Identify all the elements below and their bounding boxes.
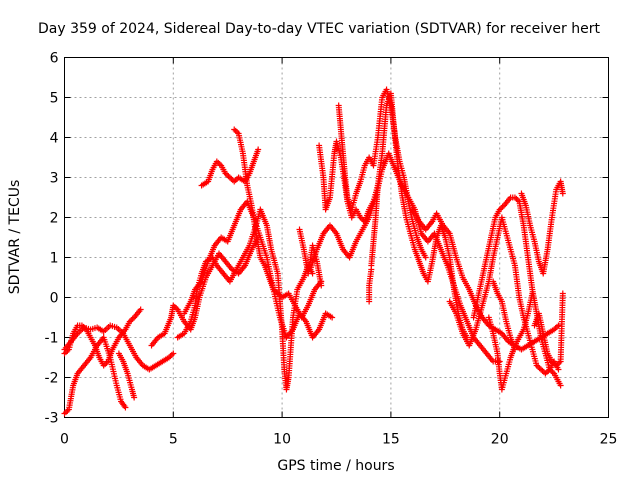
series-sdtvar [61,86,566,417]
data-point [559,290,566,297]
y-tick-label: 2 [50,211,59,227]
data-point [555,322,562,329]
data-point [131,394,138,401]
data-point [374,182,381,189]
data-point [318,282,325,289]
data-point [555,366,562,373]
tick-labels: 0 5 10 15 20 25 -3 -2 -1 0 1 2 3 4 5 6 [45,51,618,448]
data-point [255,146,262,153]
y-tick-label: 4 [50,131,59,147]
y-tick-label: 6 [50,51,59,67]
plot-frame [64,57,609,418]
trace-13 [368,182,381,269]
trace-19 [485,290,536,393]
chart-title: Day 359 of 2024, Sidereal Day-to-day VTE… [38,21,600,37]
y-tick-label: -1 [45,331,59,347]
x-tick-label: 10 [273,432,291,448]
data-point [122,404,129,411]
y-tick-label: 5 [50,91,59,107]
trace-21 [531,290,566,369]
data-point [137,306,144,313]
data-point [329,314,336,321]
x-tick-label: 15 [382,432,400,448]
data-marks [61,86,566,417]
trace-9 [296,226,325,289]
trace-12 [335,86,429,261]
data-point [368,266,375,273]
x-tick-label: 5 [169,432,178,448]
trace-14 [366,266,375,305]
x-tick-label: 20 [491,432,509,448]
y-tick-label: -2 [45,371,59,387]
y-tick-label: -3 [45,411,59,427]
trace-7 [198,146,262,189]
trace-3 [115,350,138,401]
data-point [529,290,536,297]
x-tick-label: 0 [60,432,69,448]
data-point [557,382,564,389]
x-tick-label: 25 [600,432,618,448]
x-axis-label: GPS time / hours [277,458,394,474]
y-tick-label: 0 [50,291,59,307]
data-point [170,350,177,357]
y-tick-label: 3 [50,171,59,187]
trace-8 [231,126,325,321]
trace-2 [61,322,177,373]
data-point [422,254,429,261]
y-tick-label: 1 [50,251,59,267]
y-axis-label: SDTVAR / TECUs [7,180,23,295]
data-point [559,190,566,197]
trace-20 [518,178,566,277]
